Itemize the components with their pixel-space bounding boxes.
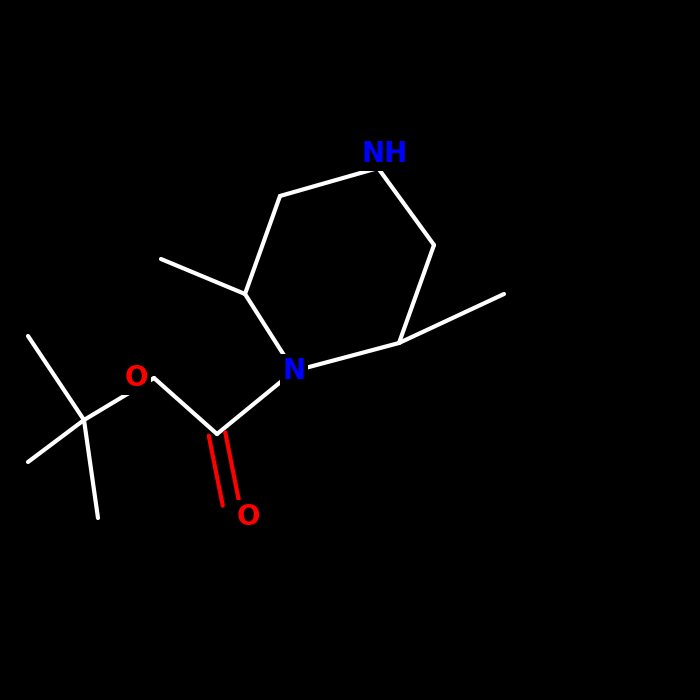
Text: O: O <box>237 503 260 531</box>
Text: O: O <box>125 364 148 392</box>
Text: NH: NH <box>362 140 408 168</box>
Text: N: N <box>282 357 306 385</box>
